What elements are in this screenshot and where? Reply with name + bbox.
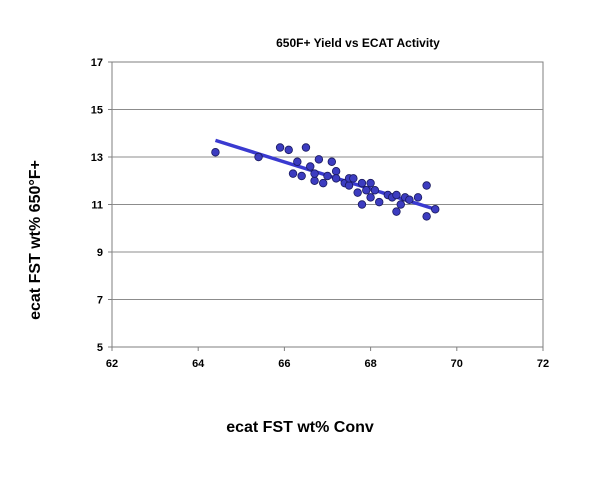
data-point xyxy=(366,193,375,202)
y-tick-label: 11 xyxy=(91,200,103,212)
x-tick-label: 70 xyxy=(451,358,463,370)
data-point xyxy=(314,155,324,164)
data-point xyxy=(344,181,354,190)
data-point xyxy=(366,178,375,188)
data-point xyxy=(353,188,362,197)
data-point xyxy=(301,143,311,152)
data-point xyxy=(310,176,319,185)
data-point xyxy=(288,169,298,178)
data-point xyxy=(310,169,319,178)
data-point xyxy=(431,205,440,214)
x-tick-label: 64 xyxy=(192,358,205,370)
data-points xyxy=(211,143,440,221)
data-point xyxy=(284,145,293,155)
y-tick-label: 9 xyxy=(97,247,103,259)
data-point xyxy=(405,195,414,204)
y-tick-label: 5 xyxy=(97,342,103,354)
x-tick-label: 66 xyxy=(278,358,290,370)
x-axis-label: ecat FST wt% Conv xyxy=(226,419,374,436)
x-tick-label: 72 xyxy=(537,358,549,370)
data-point xyxy=(327,157,337,166)
chart-title: 650F+ Yield vs ECAT Activity xyxy=(276,36,440,50)
data-point xyxy=(422,181,431,190)
data-point xyxy=(396,200,405,209)
data-point xyxy=(362,186,371,195)
data-point xyxy=(357,178,367,188)
x-axis-ticks: 62 64 66 68 70 72 xyxy=(106,347,549,370)
data-point xyxy=(422,212,431,221)
data-point xyxy=(323,171,332,181)
data-point xyxy=(357,200,367,209)
data-point xyxy=(392,190,401,200)
x-tick-label: 62 xyxy=(106,358,118,370)
data-point xyxy=(254,152,263,162)
data-point xyxy=(331,167,341,176)
data-point xyxy=(318,178,328,188)
data-point xyxy=(211,148,220,157)
data-point xyxy=(275,143,285,152)
y-tick-label: 15 xyxy=(91,105,103,117)
y-tick-label: 7 xyxy=(97,295,103,307)
data-point xyxy=(349,174,358,183)
x-tick-label: 68 xyxy=(364,358,376,370)
y-tick-label: 17 xyxy=(91,57,103,69)
data-point xyxy=(293,157,302,166)
data-point xyxy=(375,197,384,207)
gridlines xyxy=(112,109,543,300)
data-point xyxy=(306,162,315,171)
data-point xyxy=(297,171,306,181)
y-tick-label: 13 xyxy=(91,152,103,164)
y-axis-ticks: 5 7 9 11 13 15 17 xyxy=(91,57,112,354)
data-point xyxy=(413,193,423,202)
y-axis-label: ecat FST wt% 650°F+ xyxy=(27,160,44,320)
data-point xyxy=(392,207,401,216)
data-point xyxy=(331,174,341,183)
data-point xyxy=(370,186,380,195)
